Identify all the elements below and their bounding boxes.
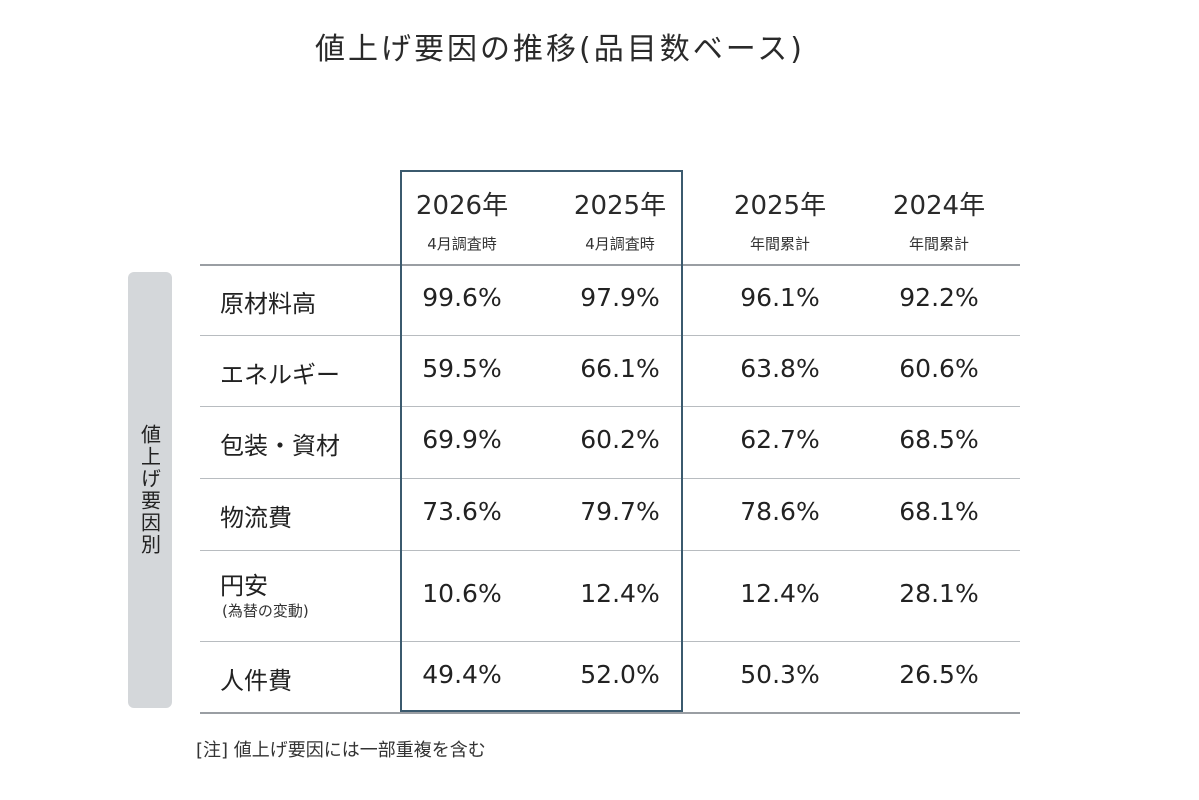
row-label: 円安 [220, 571, 268, 600]
column-subtitle: 4月調査時 [427, 235, 497, 253]
table-cell: 60.6% [899, 353, 979, 383]
table-cell: 59.5% [422, 353, 502, 383]
row-divider [200, 478, 1020, 479]
table-cell: 60.2% [580, 425, 660, 454]
table-cell: 12.4% [740, 578, 820, 608]
row-label: 人件費 [220, 666, 292, 695]
table-cell: 12.4% [580, 578, 660, 608]
row-label-note: (為替の変動) [222, 601, 309, 620]
column-year: 2026年 [415, 191, 509, 221]
row-divider [200, 335, 1020, 336]
column-year: 2024年 [892, 191, 986, 221]
highlight-box [400, 170, 683, 712]
row-label: 物流費 [220, 504, 292, 532]
table-cell: 73.6% [422, 497, 502, 526]
row-label: エネルギー [220, 360, 340, 389]
table-cell: 52.0% [580, 659, 660, 689]
table-cell: 62.7% [740, 425, 820, 454]
table-cell: 50.3% [740, 659, 820, 689]
table-cell: 96.1% [740, 282, 820, 312]
column-subtitle: 年間累計 [908, 235, 969, 253]
table-cell: 92.2% [899, 282, 979, 312]
row-label: 包装・資材 [220, 432, 340, 460]
table-cell: 63.8% [740, 353, 820, 383]
chart-title: 値上げ要因の推移(品目数ベース) [315, 32, 805, 67]
table-cell: 68.5% [899, 425, 979, 454]
table-cell: 26.5% [899, 659, 979, 689]
table-cell: 49.4% [422, 659, 502, 689]
table-cell: 79.7% [580, 497, 660, 526]
table-cell: 10.6% [422, 578, 502, 608]
table-cell: 99.6% [422, 282, 502, 312]
side-label: 値上げ要因別 [128, 272, 172, 708]
table-cell: 66.1% [580, 353, 660, 383]
row-divider [200, 712, 1020, 714]
row-divider [200, 641, 1020, 642]
table-cell: 97.9% [580, 282, 660, 312]
table-cell: 28.1% [899, 578, 979, 608]
row-divider [200, 406, 1020, 407]
column-year: 2025年 [573, 191, 667, 221]
column-subtitle: 4月調査時 [585, 235, 655, 253]
row-divider [200, 264, 1020, 266]
side-label-text: 値上げ要因別 [137, 424, 162, 556]
footnote: [注] 値上げ要因には一部重複を含む [196, 740, 486, 761]
row-label: 原材料高 [220, 289, 316, 318]
row-divider [200, 550, 1020, 551]
table-cell: 69.9% [422, 425, 502, 454]
table-cell: 78.6% [740, 497, 820, 526]
column-year: 2025年 [733, 191, 827, 221]
column-subtitle: 年間累計 [749, 235, 810, 253]
table-cell: 68.1% [899, 497, 979, 526]
